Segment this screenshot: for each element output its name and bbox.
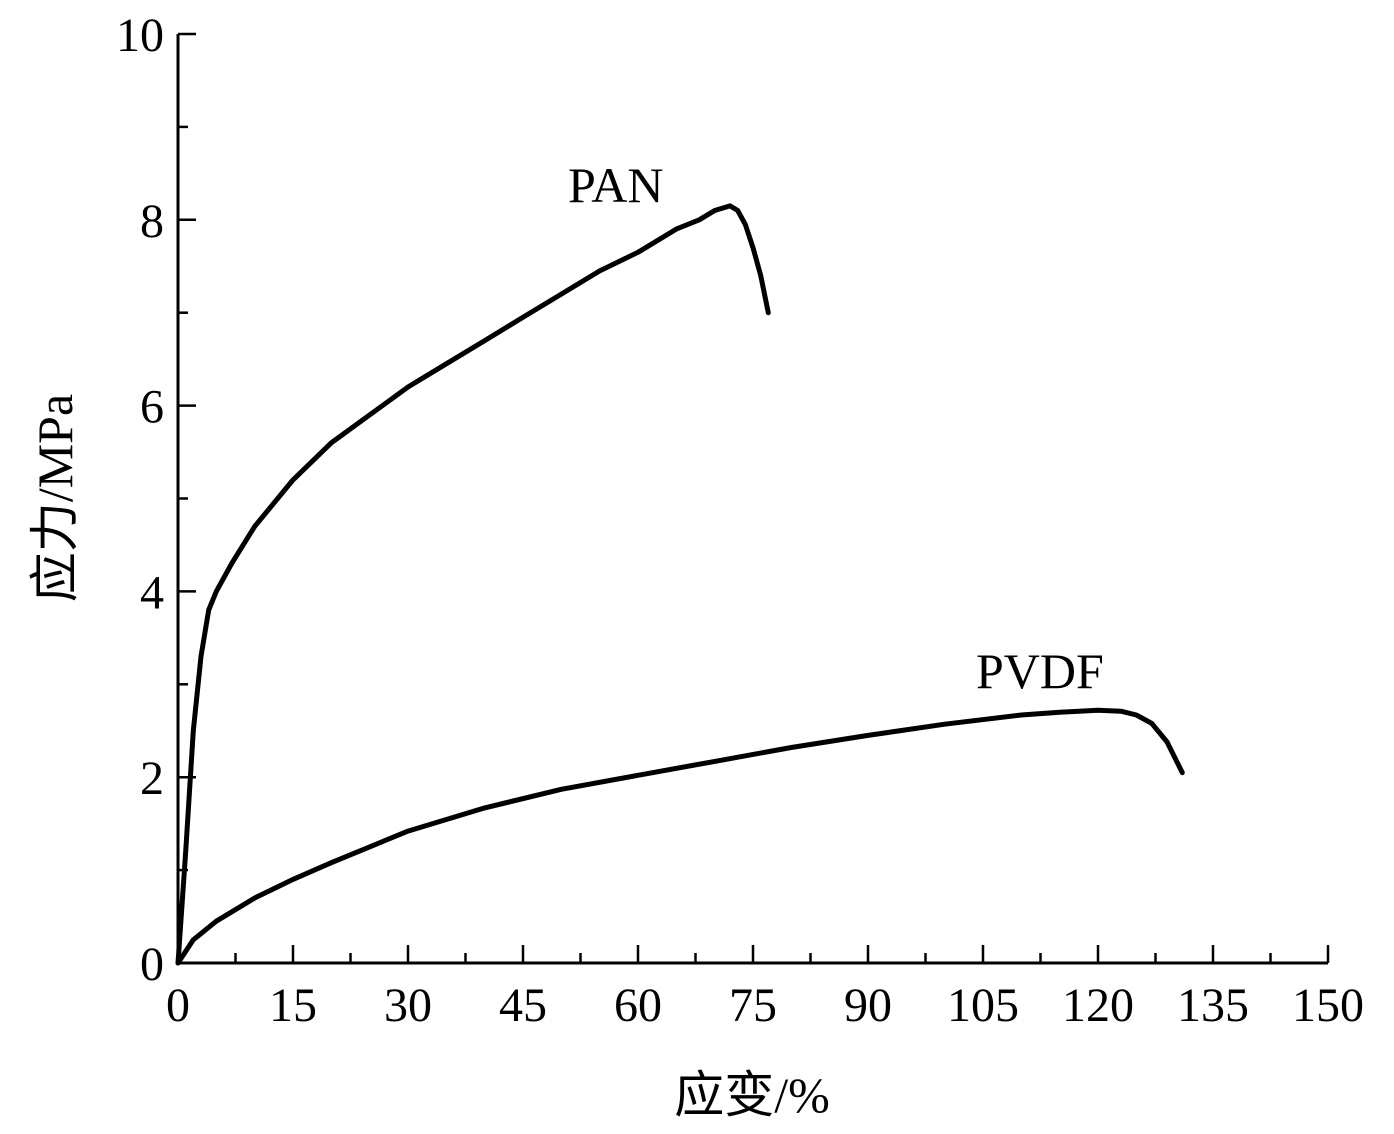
x-tick-label: 15 (269, 979, 317, 1032)
x-axis-title: 应变/% (674, 1067, 830, 1123)
x-tick-label: 135 (1177, 979, 1249, 1032)
series-label-pvdf: PVDF (976, 643, 1104, 699)
y-tick-label: 6 (140, 381, 164, 434)
x-tick-label: 90 (844, 979, 892, 1032)
y-axis-ticks: 0 2 4 6 8 10 (116, 9, 196, 991)
x-tick-label: 120 (1062, 979, 1134, 1032)
x-tick-label: 0 (166, 979, 190, 1032)
x-tick-label: 60 (614, 979, 662, 1032)
x-tick-label: 150 (1292, 979, 1364, 1032)
x-tick-label: 30 (384, 979, 432, 1032)
y-tick-label: 4 (140, 566, 164, 619)
plot-axes (176, 34, 1328, 965)
x-axis-ticks: 0 15 30 45 60 75 90 105 120 135 150 (166, 945, 1364, 1032)
series-label-pan: PAN (568, 157, 663, 213)
series-line-pvdf (175, 707, 1185, 966)
y-axis-title: 应力/MPa (27, 394, 83, 602)
y-tick-label: 0 (140, 938, 164, 991)
y-tick-label: 2 (140, 752, 164, 805)
x-tick-label: 45 (499, 979, 547, 1032)
x-tick-label: 75 (729, 979, 777, 1032)
x-tick-label: 105 (947, 979, 1019, 1032)
y-tick-label: 10 (116, 9, 164, 62)
series-line-pan (175, 203, 771, 966)
series-lines (175, 203, 1185, 966)
y-tick-label: 8 (140, 195, 164, 248)
